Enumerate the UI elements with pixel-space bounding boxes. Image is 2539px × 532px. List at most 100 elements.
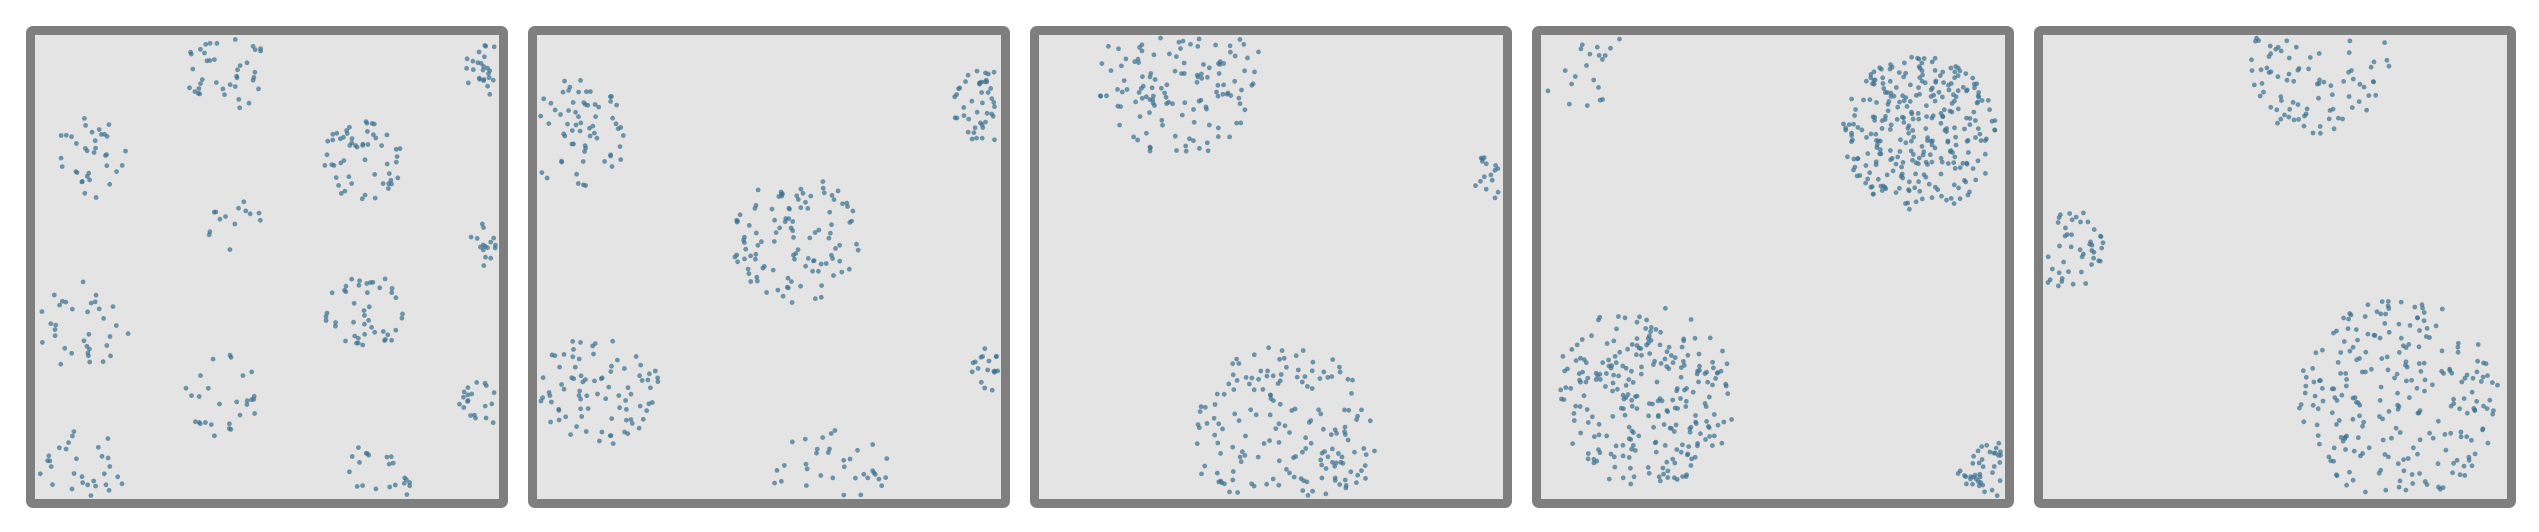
scatter-point bbox=[1634, 336, 1640, 341]
scatter-point bbox=[805, 206, 811, 211]
scatter-point bbox=[198, 373, 203, 378]
scatter-point bbox=[2347, 38, 2353, 44]
scatter-point bbox=[734, 252, 740, 258]
scatter-point bbox=[333, 175, 339, 181]
scatter-point bbox=[2464, 434, 2470, 440]
scatter-point bbox=[2455, 349, 2461, 355]
scatter-point bbox=[596, 104, 602, 110]
scatter-point bbox=[2257, 93, 2263, 99]
scatter-point bbox=[647, 371, 652, 377]
scatter-point bbox=[798, 283, 803, 289]
scatter-point bbox=[861, 471, 867, 477]
scatter-point bbox=[1629, 368, 1634, 374]
scatter-point bbox=[1685, 352, 1691, 358]
scatter-point bbox=[1242, 453, 1248, 458]
scatter-point bbox=[883, 475, 889, 480]
scatter-point bbox=[1955, 106, 1961, 112]
scatter-point bbox=[1243, 375, 1249, 380]
scatter-point bbox=[571, 347, 576, 352]
scatter-point bbox=[1213, 42, 1218, 48]
scatter-point bbox=[465, 398, 471, 403]
scatter-point bbox=[1329, 374, 1335, 379]
scatter-point bbox=[331, 163, 337, 168]
scatter-point bbox=[40, 340, 45, 345]
scatter-point bbox=[389, 337, 394, 343]
scatter-point bbox=[562, 78, 567, 84]
scatter-point bbox=[1279, 348, 1285, 353]
scatter-point bbox=[1893, 85, 1899, 90]
scatter-point bbox=[1216, 71, 1222, 76]
scatter-point bbox=[2045, 254, 2051, 260]
scatter-point bbox=[475, 60, 481, 66]
scatter-point bbox=[1611, 372, 1616, 378]
scatter-point bbox=[1664, 459, 1670, 465]
scatter-point bbox=[2378, 384, 2384, 390]
scatter-point bbox=[1205, 148, 1211, 154]
scatter-point bbox=[1644, 342, 1649, 348]
scatter-point bbox=[1910, 157, 1915, 163]
scatter-point bbox=[223, 214, 228, 220]
scatter-point bbox=[1227, 43, 1233, 49]
scatter-point bbox=[1183, 143, 1189, 149]
scatter-point bbox=[393, 146, 399, 152]
scatter-point bbox=[2418, 369, 2424, 374]
scatter-point bbox=[488, 239, 494, 245]
scatter-point bbox=[480, 67, 486, 73]
scatter-point bbox=[1901, 98, 1907, 104]
scatter-point bbox=[1282, 423, 1288, 429]
scatter-point bbox=[563, 414, 569, 420]
scatter-point bbox=[1714, 370, 1720, 376]
scatter-point bbox=[648, 385, 653, 391]
scatter-point bbox=[579, 414, 585, 419]
scatter-point bbox=[544, 175, 550, 181]
scatter-point bbox=[2331, 386, 2337, 392]
scatter-point bbox=[1265, 368, 1270, 374]
scatter-point bbox=[1614, 326, 1619, 332]
scatter-point bbox=[330, 131, 336, 137]
scatter-point bbox=[1260, 387, 1266, 392]
scatter-point bbox=[99, 453, 105, 459]
scatter-point bbox=[818, 261, 824, 267]
scatter-point bbox=[2404, 378, 2409, 384]
scatter-point bbox=[1179, 71, 1184, 76]
scatter-point bbox=[1226, 381, 1232, 387]
scatter-point bbox=[800, 190, 806, 196]
scatter-point bbox=[2422, 479, 2428, 484]
scatter-point bbox=[1940, 69, 1946, 75]
scatter-point bbox=[1971, 453, 1976, 459]
scatter-point bbox=[2341, 315, 2346, 321]
scatter-point bbox=[486, 75, 492, 81]
scatter-point bbox=[606, 384, 612, 390]
scatter-point bbox=[357, 460, 362, 465]
scatter-point bbox=[465, 80, 471, 86]
scatter-point bbox=[2061, 259, 2066, 265]
scatter-point bbox=[2384, 354, 2390, 360]
scatter-point bbox=[2287, 106, 2293, 112]
scatter-point bbox=[203, 41, 209, 47]
scatter-point bbox=[819, 283, 824, 288]
scatter-point bbox=[2480, 374, 2486, 380]
scatter-point bbox=[1337, 482, 1343, 487]
scatter-point bbox=[1976, 90, 1982, 95]
scatter-point bbox=[1648, 329, 1653, 334]
scatter-point bbox=[1606, 357, 1611, 363]
scatter-point bbox=[58, 155, 64, 161]
cluster-1-1 bbox=[187, 37, 263, 111]
scatter-panel-5 bbox=[2034, 26, 2516, 508]
cluster-1-4 bbox=[206, 199, 263, 253]
cluster-1-12 bbox=[347, 445, 413, 497]
scatter-point bbox=[588, 89, 593, 94]
scatter-point bbox=[2259, 81, 2265, 86]
scatter-point bbox=[329, 290, 335, 296]
scatter-point bbox=[1367, 418, 1373, 424]
scatter-point bbox=[855, 447, 860, 453]
cluster-1-8 bbox=[39, 279, 131, 367]
scatter-point bbox=[1634, 352, 1639, 358]
scatter-panel-4 bbox=[1532, 26, 2014, 508]
scatter-point bbox=[583, 429, 589, 434]
scatter-point bbox=[1267, 412, 1273, 418]
scatter-point bbox=[1577, 404, 1583, 409]
scatter-point bbox=[1678, 449, 1684, 455]
scatter-point bbox=[212, 433, 217, 439]
scatter-point bbox=[468, 413, 473, 418]
